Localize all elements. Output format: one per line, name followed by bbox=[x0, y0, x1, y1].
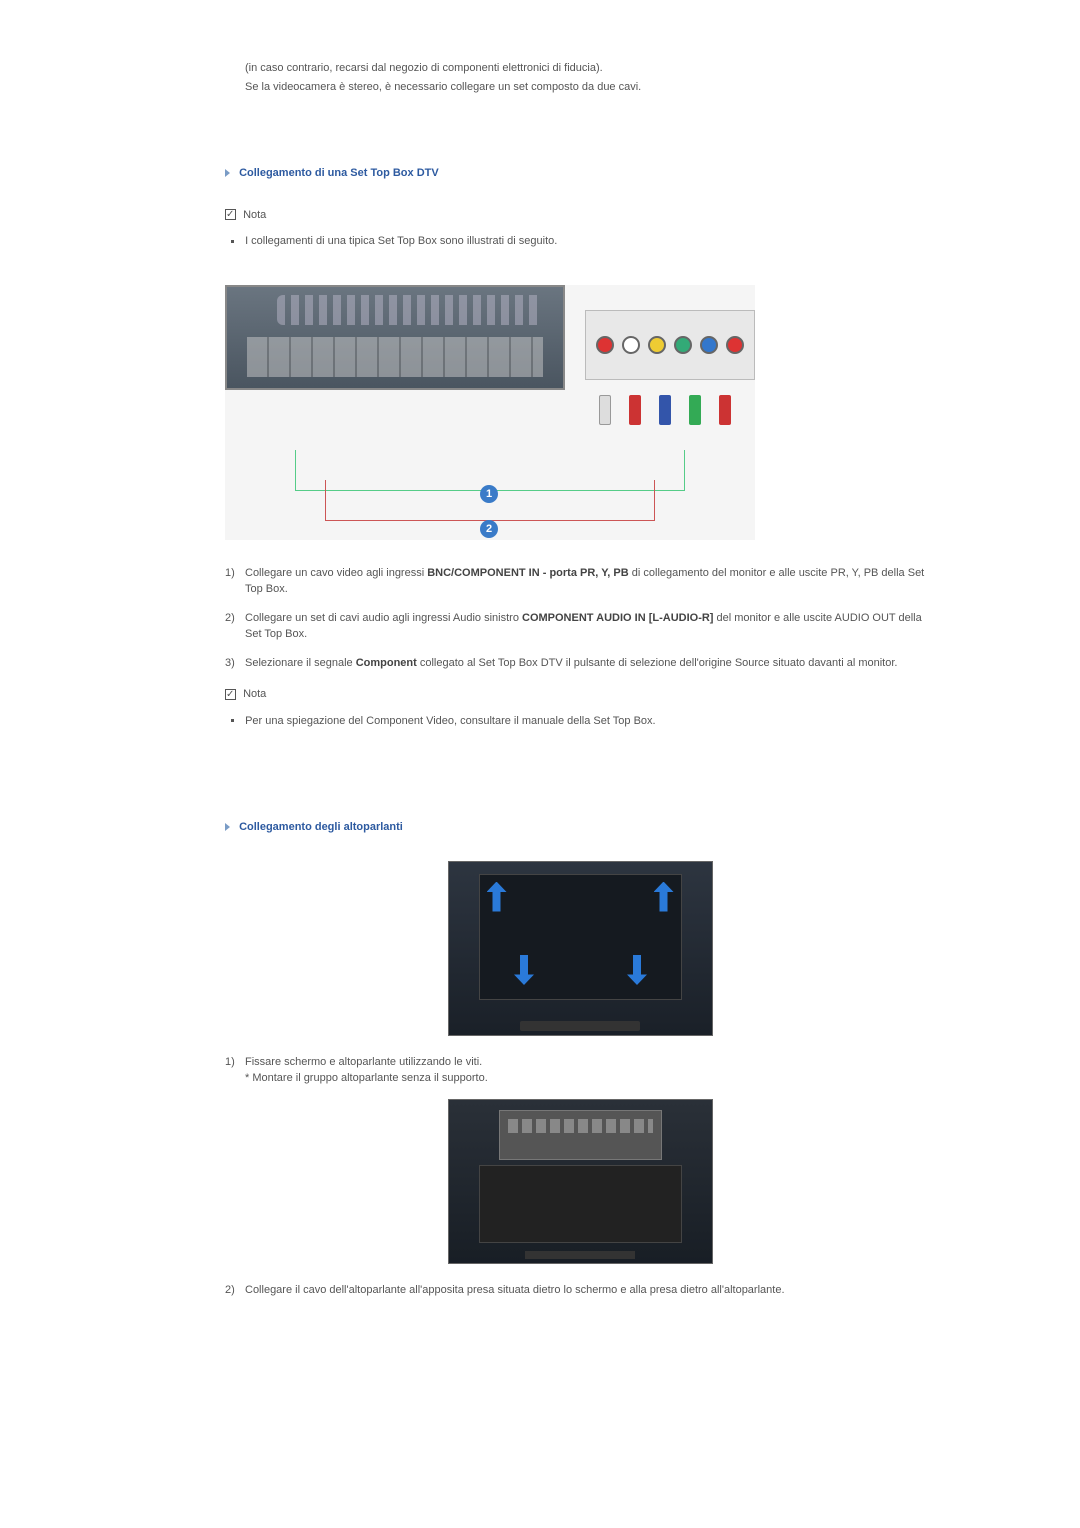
bullet-dot-icon bbox=[231, 719, 234, 722]
section-title-speakers: Collegamento degli altoparlanti bbox=[225, 819, 935, 836]
plug-red-2 bbox=[719, 395, 731, 425]
monitor-body bbox=[479, 1165, 682, 1243]
jack-pb bbox=[674, 336, 692, 354]
bullet-2: Per una spiegazione del Component Video,… bbox=[231, 713, 935, 730]
list-item: 1) Fissare schermo e altoparlante utiliz… bbox=[225, 1054, 935, 1087]
bullet-dot-icon bbox=[231, 240, 234, 243]
step-bold: Component bbox=[356, 657, 417, 669]
section-stb: Collegamento di una Set Top Box DTV Nota… bbox=[225, 165, 935, 729]
step-text: Fissare schermo e altoparlante utilizzan… bbox=[245, 1054, 935, 1087]
step-text: Collegare un cavo video agli ingressi BN… bbox=[245, 565, 935, 598]
connector-panel bbox=[499, 1110, 662, 1160]
stb-steps: 1) Collegare un cavo video agli ingressi… bbox=[225, 565, 935, 672]
step-line-2: * Montare il gruppo altoparlante senza i… bbox=[245, 1070, 935, 1087]
jack-extra bbox=[726, 336, 744, 354]
step-text: Selezionare il segnale Component collega… bbox=[245, 655, 935, 672]
monitor-back bbox=[479, 874, 682, 1000]
step-num: 2) bbox=[225, 1282, 245, 1299]
intro-line-1: (in caso contrario, recarsi dal negozio … bbox=[245, 60, 935, 77]
step-bold: COMPONENT AUDIO IN [L-AUDIO-R] bbox=[522, 612, 713, 624]
intro-paragraph: (in caso contrario, recarsi dal negozio … bbox=[245, 60, 935, 95]
jack-pr bbox=[700, 336, 718, 354]
step-pre: Selezionare il segnale bbox=[245, 657, 356, 669]
circle-1: 1 bbox=[480, 485, 498, 503]
diagram-stb-wrapper: 1 2 bbox=[225, 285, 935, 540]
speaker-mount-image bbox=[448, 861, 713, 1036]
check-icon bbox=[225, 209, 236, 220]
step-bold: BNC/COMPONENT IN - porta PR, Y, PB bbox=[427, 567, 628, 579]
section-title-stb: Collegamento di una Set Top Box DTV bbox=[225, 165, 935, 182]
nota-2: Nota bbox=[225, 686, 935, 703]
nota-1-label: Nota bbox=[243, 209, 266, 221]
intro-line-2: Se la videocamera è stereo, è necessario… bbox=[245, 79, 935, 96]
stb-jack-panel bbox=[585, 310, 755, 380]
step-num: 1) bbox=[225, 565, 245, 598]
step-pre: Collegare un set di cavi audio agli ingr… bbox=[245, 612, 522, 624]
list-item: 2) Collegare un set di cavi audio agli i… bbox=[225, 610, 935, 643]
step-text: Collegare un set di cavi audio agli ingr… bbox=[245, 610, 935, 643]
nota-1: Nota bbox=[225, 207, 935, 224]
step-num: 2) bbox=[225, 610, 245, 643]
section-speakers: Collegamento degli altoparlanti 1) Fissa… bbox=[225, 819, 935, 1298]
connection-lines bbox=[265, 390, 715, 540]
list-item: 1) Collegare un cavo video agli ingressi… bbox=[225, 565, 935, 598]
nota-2-label: Nota bbox=[243, 688, 266, 700]
arrow-icon bbox=[225, 169, 230, 177]
diagram-stb: 1 2 bbox=[225, 285, 755, 540]
bullet-1: I collegamenti di una tipica Set Top Box… bbox=[231, 233, 935, 250]
step-num: 1) bbox=[225, 1054, 245, 1087]
section-title-speakers-text: Collegamento degli altoparlanti bbox=[239, 821, 403, 833]
check-icon bbox=[225, 689, 236, 700]
jack-audio-l bbox=[596, 336, 614, 354]
list-item: 3) Selezionare il segnale Component coll… bbox=[225, 655, 935, 672]
cable-image-wrapper bbox=[225, 1099, 935, 1264]
step-text: Collegare il cavo dell'altoparlante all'… bbox=[245, 1282, 935, 1299]
section-title-stb-text: Collegamento di una Set Top Box DTV bbox=[239, 167, 439, 179]
list-item: 2) Collegare il cavo dell'altoparlante a… bbox=[225, 1282, 935, 1299]
step-num: 3) bbox=[225, 655, 245, 672]
step-line-1: Fissare schermo e altoparlante utilizzan… bbox=[245, 1054, 935, 1071]
stb-back-panel bbox=[225, 285, 565, 390]
bullet-2-text: Per una spiegazione del Component Video,… bbox=[245, 715, 656, 727]
bullet-1-text: I collegamenti di una tipica Set Top Box… bbox=[245, 235, 557, 247]
speaker-image-wrapper bbox=[225, 861, 935, 1036]
step-post: collegato al Set Top Box DTV il pulsante… bbox=[417, 657, 898, 669]
speaker-cable-image bbox=[448, 1099, 713, 1264]
monitor-stand bbox=[520, 1021, 640, 1031]
arrow-icon bbox=[225, 823, 230, 831]
jack-audio-r bbox=[622, 336, 640, 354]
monitor-stand bbox=[525, 1251, 635, 1259]
jack-y bbox=[648, 336, 666, 354]
step-pre: Collegare un cavo video agli ingressi bbox=[245, 567, 427, 579]
step-line-1: Collegare il cavo dell'altoparlante all'… bbox=[245, 1284, 785, 1296]
circle-2: 2 bbox=[480, 520, 498, 538]
